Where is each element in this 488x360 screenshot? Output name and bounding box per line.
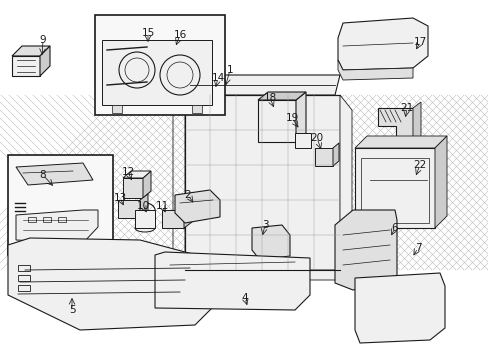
- Text: 8: 8: [40, 170, 46, 180]
- Polygon shape: [142, 171, 151, 198]
- Text: 21: 21: [400, 103, 413, 113]
- Bar: [18, 265, 30, 271]
- Bar: [18, 275, 30, 281]
- Polygon shape: [339, 95, 351, 270]
- Ellipse shape: [294, 129, 310, 137]
- Polygon shape: [258, 100, 295, 142]
- Text: 22: 22: [412, 160, 426, 170]
- Text: 10: 10: [136, 201, 149, 211]
- Ellipse shape: [294, 144, 310, 152]
- Text: 3: 3: [261, 220, 268, 230]
- Text: 5: 5: [68, 305, 75, 315]
- Polygon shape: [354, 148, 434, 228]
- Text: 7: 7: [414, 243, 421, 253]
- Text: 1: 1: [226, 65, 233, 75]
- Ellipse shape: [135, 224, 155, 232]
- Polygon shape: [251, 225, 289, 260]
- Polygon shape: [8, 238, 215, 330]
- Polygon shape: [16, 210, 98, 243]
- Polygon shape: [192, 105, 202, 113]
- Polygon shape: [354, 273, 444, 343]
- Text: 12: 12: [121, 167, 134, 177]
- Polygon shape: [295, 92, 305, 142]
- Bar: [8, 155, 113, 255]
- Polygon shape: [184, 75, 339, 95]
- Bar: [58, 217, 66, 222]
- Text: 2: 2: [184, 190, 191, 200]
- Polygon shape: [40, 46, 50, 76]
- Polygon shape: [184, 95, 339, 270]
- Polygon shape: [314, 148, 332, 166]
- Polygon shape: [102, 40, 212, 105]
- Polygon shape: [16, 163, 93, 185]
- Bar: [28, 217, 36, 222]
- Polygon shape: [12, 46, 50, 56]
- Text: 14: 14: [211, 73, 224, 83]
- Polygon shape: [334, 210, 396, 290]
- Polygon shape: [354, 136, 446, 148]
- Bar: [184, 95, 339, 270]
- Text: 13: 13: [113, 193, 126, 203]
- Bar: [43, 217, 51, 222]
- Text: 4: 4: [241, 293, 248, 303]
- Text: 20: 20: [310, 133, 323, 143]
- Polygon shape: [112, 105, 122, 113]
- Polygon shape: [123, 171, 151, 178]
- Polygon shape: [412, 102, 420, 148]
- Text: 17: 17: [412, 37, 426, 47]
- Polygon shape: [173, 270, 351, 280]
- Polygon shape: [162, 210, 183, 228]
- Text: 15: 15: [141, 28, 154, 38]
- Polygon shape: [12, 56, 40, 76]
- Polygon shape: [337, 60, 412, 80]
- Text: 6: 6: [391, 223, 398, 233]
- Polygon shape: [140, 194, 148, 218]
- Polygon shape: [258, 92, 305, 100]
- Polygon shape: [337, 18, 427, 70]
- Polygon shape: [183, 204, 192, 228]
- Bar: [360, 158, 428, 223]
- Polygon shape: [294, 133, 310, 148]
- Polygon shape: [118, 200, 140, 218]
- Text: 16: 16: [173, 30, 186, 40]
- Bar: [18, 285, 30, 291]
- Polygon shape: [175, 190, 220, 223]
- Polygon shape: [332, 143, 338, 166]
- Polygon shape: [155, 252, 309, 310]
- Text: 9: 9: [40, 35, 46, 45]
- Bar: [95, 15, 224, 115]
- Polygon shape: [377, 108, 412, 148]
- Text: 11: 11: [155, 201, 168, 211]
- Text: 19: 19: [285, 113, 298, 123]
- Text: 18: 18: [263, 93, 276, 103]
- Polygon shape: [434, 136, 446, 228]
- Polygon shape: [135, 210, 155, 228]
- Polygon shape: [123, 178, 142, 198]
